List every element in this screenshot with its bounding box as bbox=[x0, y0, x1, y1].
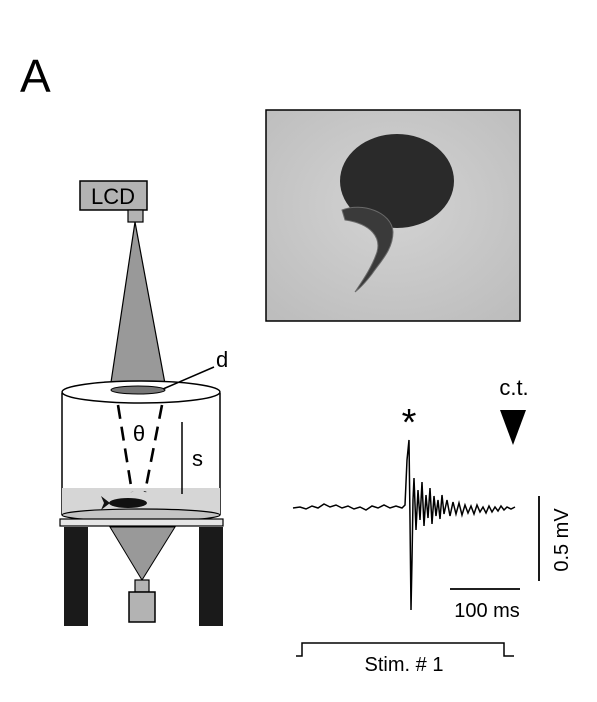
embryo-tail bbox=[341, 206, 394, 293]
apparatus-schematic: LCD d θ s bbox=[59, 180, 228, 626]
leg-left bbox=[64, 527, 88, 626]
stim-label: Stim. # 1 bbox=[365, 654, 444, 676]
d-pointer-line bbox=[162, 366, 215, 390]
camera-body bbox=[128, 591, 156, 623]
angle-line-left bbox=[116, 404, 134, 493]
stimulus-step bbox=[296, 642, 514, 657]
angle-line-right bbox=[143, 404, 164, 493]
cone-base bbox=[110, 385, 166, 395]
d-label: d bbox=[216, 347, 228, 372]
lcd-box bbox=[79, 180, 148, 211]
s-label: s bbox=[192, 446, 203, 471]
ct-label: c.t. bbox=[499, 375, 528, 400]
platform bbox=[59, 518, 224, 527]
yolk bbox=[340, 134, 454, 228]
camera-cone bbox=[109, 526, 176, 581]
ct-arrow-icon bbox=[500, 410, 526, 445]
fish-icon bbox=[101, 496, 147, 510]
voltage-scale-label: 0.5 mV bbox=[551, 508, 573, 572]
lens-nub bbox=[127, 209, 144, 223]
time-scale-label: 100 ms bbox=[454, 600, 520, 622]
lcd-label: LCD bbox=[91, 184, 135, 209]
panel-label: A bbox=[20, 50, 51, 102]
light-cone bbox=[109, 221, 167, 390]
leg-right bbox=[199, 527, 223, 626]
theta-label: θ bbox=[133, 421, 145, 446]
camera-mount bbox=[134, 579, 150, 593]
voltage-trace bbox=[292, 439, 516, 611]
embryo-photo bbox=[265, 109, 521, 322]
recording-trace-group: * c.t. 100 ms 0.5 mV Stim. # 1 bbox=[292, 375, 573, 676]
peak-marker: * bbox=[402, 402, 417, 444]
